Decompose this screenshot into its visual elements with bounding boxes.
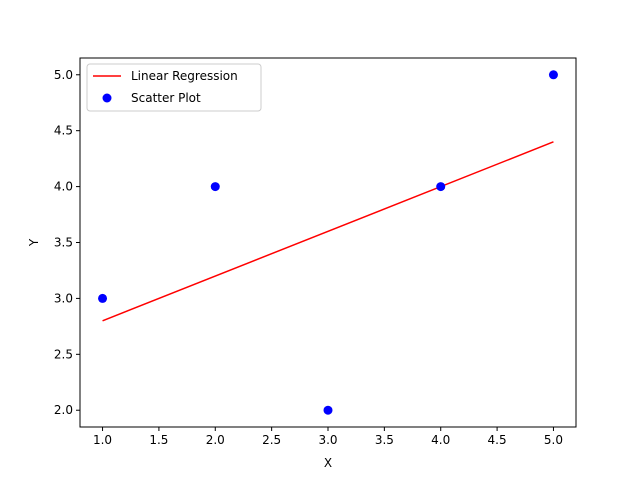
legend-label: Scatter Plot	[131, 91, 201, 105]
legend-marker-swatch	[102, 93, 112, 103]
x-tick-label: 3.0	[318, 433, 337, 447]
scatter-point	[323, 405, 333, 415]
x-axis-ticks: 1.0 1.5 2.0 2.5 3.0 3.5 4.0 4.5 5.0	[93, 427, 563, 447]
x-tick-label: 1.5	[149, 433, 168, 447]
scatter-point	[210, 182, 220, 192]
plot-area	[98, 70, 558, 415]
legend: Linear Regression Scatter Plot	[86, 63, 262, 112]
axes-frame	[79, 57, 577, 428]
y-tick-label: 3.0	[54, 291, 73, 305]
y-axis-ticks: 2.0 2.5 3.0 3.5 4.0 4.5 5.0	[54, 68, 80, 417]
x-tick-label: 4.0	[431, 433, 450, 447]
x-tick-label: 2.0	[206, 433, 225, 447]
scatter-point	[436, 182, 446, 192]
y-axis-label: Y	[27, 238, 41, 247]
scatter-point	[98, 293, 108, 303]
x-tick-label: 1.0	[93, 433, 112, 447]
y-tick-label: 4.0	[54, 180, 73, 194]
y-tick-label: 3.5	[54, 236, 73, 250]
scatter-point	[548, 70, 558, 80]
regression-line	[102, 141, 554, 322]
y-tick-label: 4.5	[54, 124, 73, 138]
x-tick-label: 4.5	[488, 433, 507, 447]
x-tick-label: 5.0	[544, 433, 563, 447]
x-tick-label: 3.5	[375, 433, 394, 447]
legend-box	[86, 63, 262, 112]
x-axis-label: X	[324, 456, 332, 470]
y-tick-label: 2.5	[54, 347, 73, 361]
legend-label: Linear Regression	[131, 69, 238, 83]
y-tick-label: 5.0	[54, 68, 73, 82]
x-tick-label: 2.5	[262, 433, 281, 447]
y-tick-label: 2.0	[54, 403, 73, 417]
